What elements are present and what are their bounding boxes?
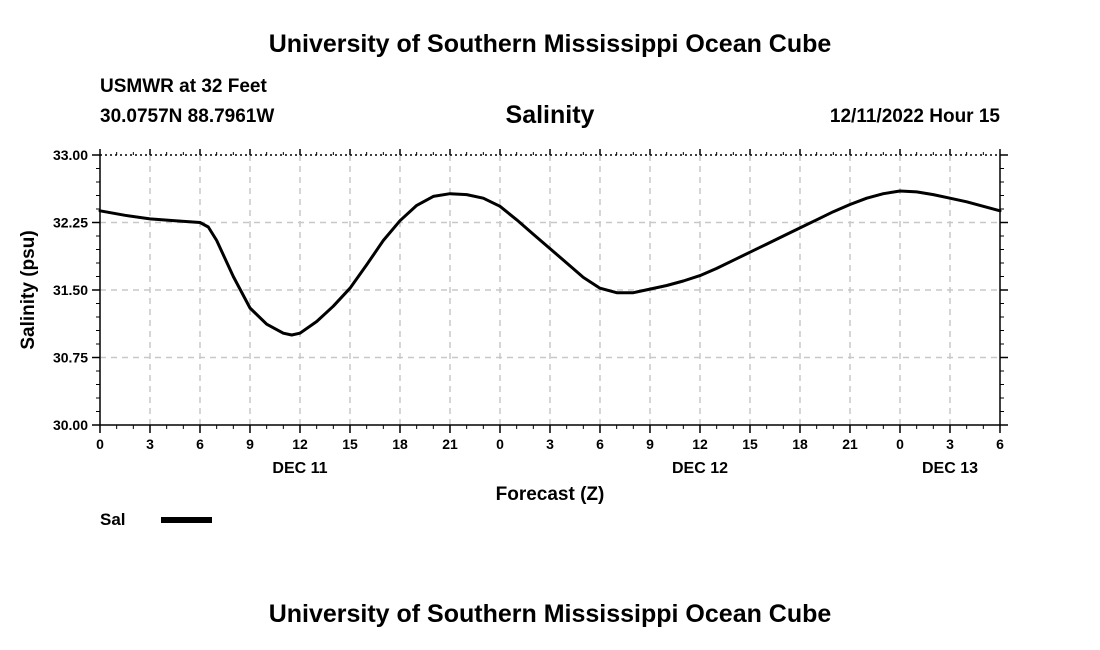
x-tick-label: 21: [442, 436, 458, 452]
series-line-sal: [98, 189, 1002, 337]
x-date-label: DEC 13: [922, 460, 978, 477]
x-tick-label: 6: [596, 436, 604, 452]
y-tick-label: 33.00: [53, 147, 88, 163]
footer-title: University of Southern Mississippi Ocean…: [268, 600, 832, 628]
x-tick-label: 18: [792, 436, 808, 452]
x-tick-label: 6: [996, 436, 1004, 452]
legend-swatch: [161, 517, 212, 523]
y-tick-label: 30.00: [53, 417, 88, 433]
x-tick-label: 0: [496, 436, 504, 452]
x-tick-label: 0: [96, 436, 104, 452]
x-tick-label: 15: [342, 436, 358, 452]
x-tick-label: 12: [692, 436, 708, 452]
page-title: University of Southern Mississippi Ocean…: [268, 30, 832, 58]
y-axis-label: Salinity (psu): [18, 230, 39, 349]
x-date-label: DEC 11: [272, 460, 327, 477]
y-tick-label: 31.50: [53, 282, 88, 298]
x-tick-label: 15: [742, 436, 758, 452]
y-tick-label: 32.25: [53, 215, 88, 231]
x-tick-label: 21: [842, 436, 858, 452]
chart-grid: [100, 155, 1000, 425]
x-tick-label: 3: [146, 436, 154, 452]
chart-axes: 0 3 6 9 12 15 18 21 0 3 6 9 12 15 18 21 0 3 6 DEC 11 DEC 12 D…: [53, 147, 1008, 477]
x-axis-label: Forecast (Z): [496, 484, 605, 505]
x-date-label: DEC 12: [672, 460, 728, 477]
chart-title: Salinity: [505, 101, 595, 129]
x-tick-label: 0: [896, 436, 904, 452]
x-tick-label: 18: [392, 436, 408, 452]
legend-label: Sal: [100, 510, 126, 529]
x-tick-label: 12: [292, 436, 308, 452]
station-coordinates: 30.0757N 88.7961W: [100, 106, 275, 127]
station-name: USMWR at 32 Feet: [100, 76, 267, 97]
x-tick-label: 9: [646, 436, 654, 452]
x-tick-label: 6: [196, 436, 204, 452]
chart-series: [98, 189, 1002, 337]
y-tick-label: 30.75: [53, 350, 88, 366]
x-tick-label: 9: [246, 436, 254, 452]
valid-time: 12/11/2022 Hour 15: [829, 106, 1000, 127]
x-tick-label: 3: [546, 436, 554, 452]
x-tick-label: 3: [946, 436, 954, 452]
